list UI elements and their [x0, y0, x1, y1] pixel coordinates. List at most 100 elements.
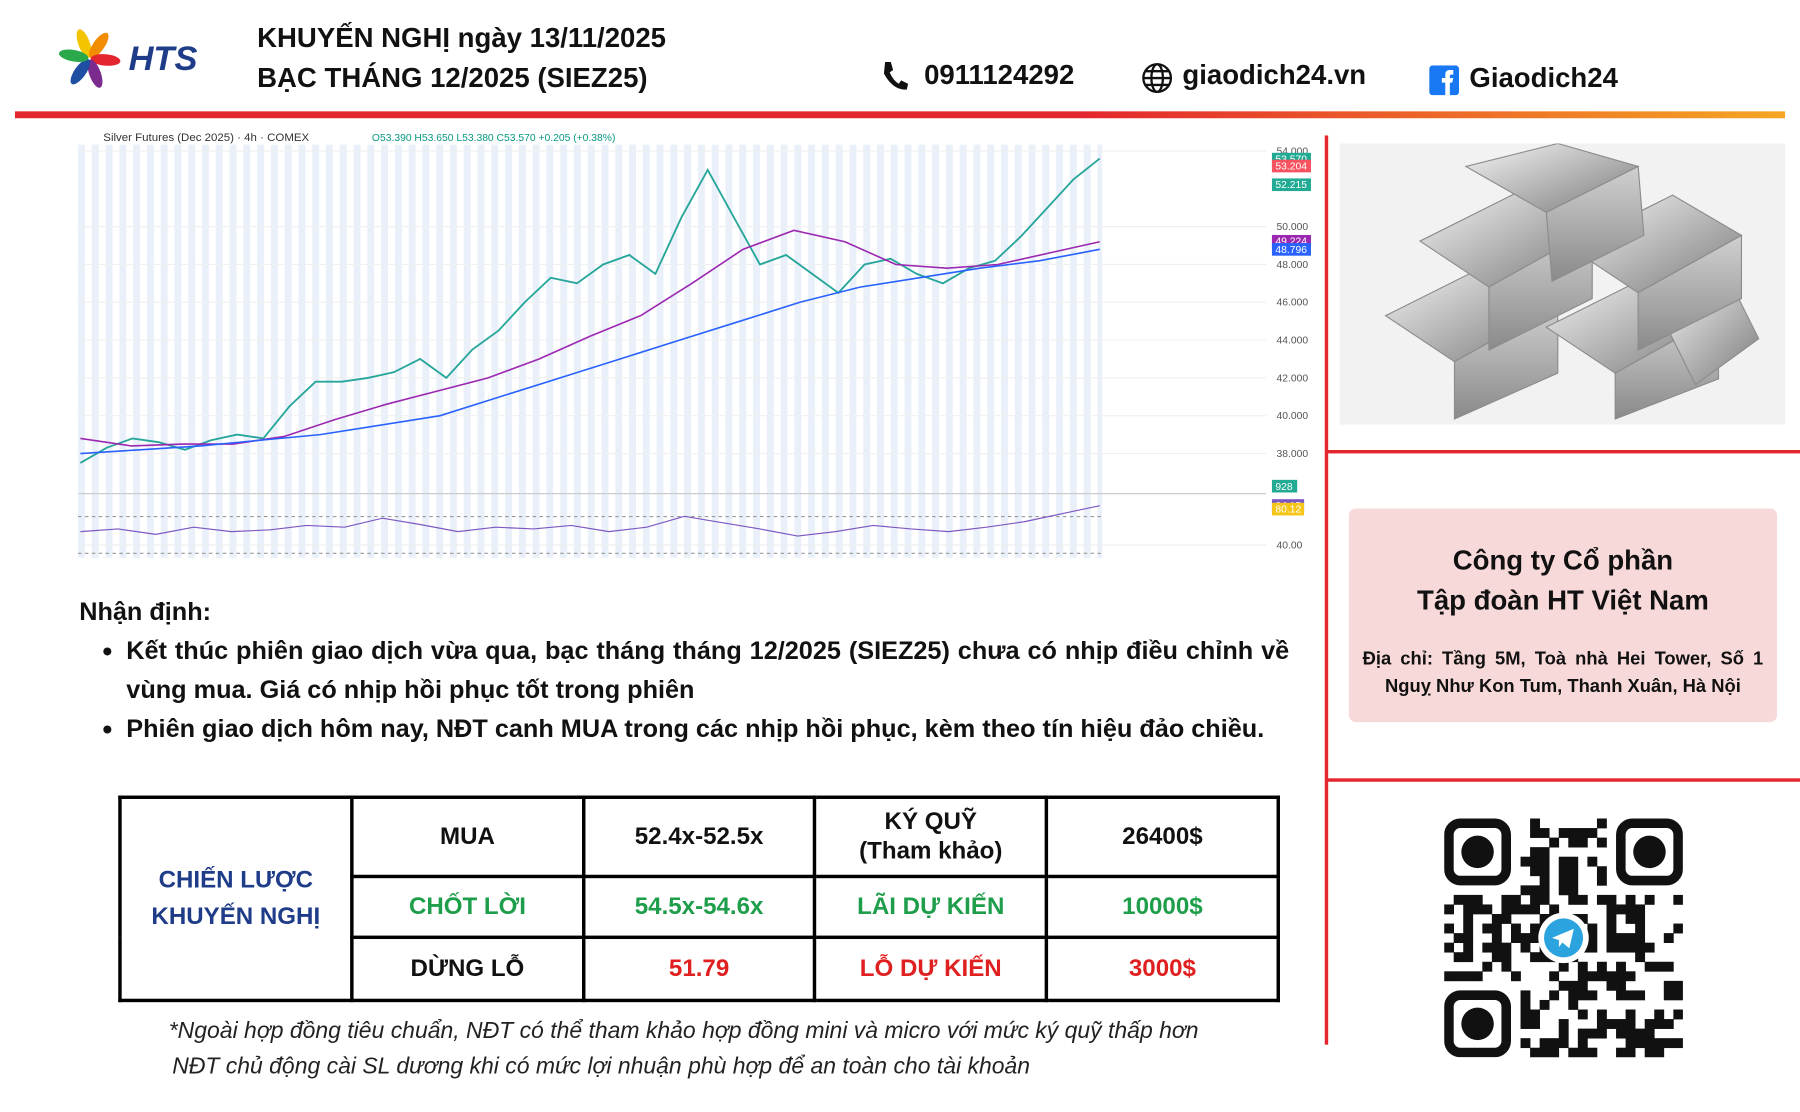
qr-module: [1616, 1019, 1626, 1029]
qr-module: [1673, 1009, 1683, 1020]
qr-module: [1530, 923, 1540, 934]
chart-title: Silver Futures (Dec 2025) · 4h · COMEX: [103, 132, 309, 144]
qr-module: [1472, 894, 1483, 905]
qr-module: [1625, 971, 1636, 982]
qr-module: [1635, 952, 1646, 963]
qr-module: [1673, 990, 1683, 1001]
qr-module: [1568, 875, 1579, 886]
qr-logo-plane: [1552, 928, 1574, 949]
qr-module: [1472, 971, 1483, 982]
qr-module: [1558, 866, 1569, 877]
qr-module: [1663, 933, 1674, 944]
qr-module: [1635, 914, 1646, 924]
price-tag-label: 49.224: [1275, 237, 1307, 248]
bullet: Phiên giao dịch hôm nay, NĐT canh MUA tr…: [126, 709, 1289, 748]
qr-module: [1625, 914, 1636, 924]
qr-module: [1616, 971, 1626, 982]
qr-module: [1587, 856, 1598, 867]
qr-module: [1520, 885, 1531, 896]
qr-module: [1539, 914, 1550, 924]
qr-module: [1577, 971, 1588, 982]
qr-module: [1520, 990, 1531, 1001]
price-tag-label: 48.796: [1275, 245, 1307, 256]
strategy-table: CHIẾN LƯỢC KHUYẾN NGHỊ MUA 52.4x-52.5x K…: [118, 795, 1280, 1003]
qr-module: [1530, 952, 1540, 963]
globe-icon: [1142, 63, 1173, 93]
qr-module: [1577, 828, 1588, 838]
y-tick-label: 46.000: [1277, 298, 1309, 309]
session-stripes: [78, 144, 1103, 558]
qr-module: [1577, 1028, 1588, 1039]
qr-finder: [1444, 818, 1511, 886]
qr-module: [1491, 952, 1502, 963]
qr-module: [1644, 1038, 1655, 1049]
qr-module: [1444, 904, 1455, 915]
qr-module: [1568, 999, 1579, 1010]
rsi-line: [80, 505, 1100, 537]
qr-module: [1539, 866, 1550, 877]
price-line: [79, 157, 1101, 464]
qr-module: [1616, 980, 1626, 991]
qr-module: [1530, 818, 1540, 829]
qr-module: [1463, 894, 1474, 905]
qr-module: [1596, 971, 1607, 982]
cell: MUA: [349, 795, 585, 879]
qr-module: [1587, 828, 1598, 838]
qr-module: [1568, 856, 1579, 867]
qr-module: [1577, 961, 1588, 972]
qr-module: [1530, 1009, 1540, 1020]
cell: 52.4x-52.5x: [581, 795, 817, 879]
qr-module: [1491, 942, 1502, 953]
qr-module: [1663, 1019, 1674, 1029]
qr-module: [1606, 904, 1617, 915]
cell: KÝ QUỸ (Tham khảo): [813, 795, 1049, 879]
qr-module: [1453, 933, 1464, 944]
qr-module: [1577, 980, 1588, 991]
qr-module: [1654, 1047, 1665, 1058]
qr-module: [1644, 1028, 1655, 1039]
qr-module: [1549, 971, 1560, 982]
qr-module: [1539, 885, 1550, 896]
qr-module: [1530, 828, 1540, 838]
qr-module: [1644, 894, 1655, 905]
price-line: [80, 248, 1100, 455]
qr-module: [1625, 1019, 1636, 1029]
price-tag: [1271, 243, 1311, 256]
price-chart: Silver Futures (Dec 2025) · 4h · COMEX O…: [78, 126, 1313, 563]
qr-module: [1444, 942, 1455, 953]
qr-module: [1510, 933, 1521, 944]
qr-module: [1577, 914, 1588, 924]
qr-module: [1530, 856, 1540, 867]
logo-text: HTS: [129, 40, 198, 78]
qr-module: [1453, 971, 1464, 982]
y-tick-label: 40.000: [1277, 411, 1309, 422]
cell: 51.79: [581, 935, 817, 1003]
qr-module: [1539, 856, 1550, 867]
qr-module: [1501, 904, 1512, 915]
qr-module: [1596, 837, 1607, 848]
qr-module: [1530, 933, 1540, 944]
qr-module: [1539, 894, 1550, 905]
y-tick-label: 42.000: [1277, 373, 1309, 384]
qr-module: [1587, 990, 1598, 1001]
qr-module: [1558, 1038, 1569, 1049]
qr-module: [1673, 1038, 1683, 1049]
qr-module: [1673, 894, 1683, 905]
website: giaodich24.vn: [1182, 59, 1367, 91]
qr-module: [1491, 923, 1502, 934]
cell: DỪNG LỖ: [349, 935, 585, 1003]
volume-tag: [1271, 479, 1298, 493]
qr-module: [1635, 1038, 1646, 1049]
qr-module: [1596, 875, 1607, 886]
company-box: Công ty Cổ phần Tập đoàn HT Việt Nam Địa…: [1348, 508, 1778, 723]
qr-module: [1635, 904, 1646, 915]
qr-module: [1606, 980, 1617, 991]
qr-module: [1520, 1019, 1531, 1029]
qr-module: [1539, 875, 1550, 886]
qr-module: [1539, 1038, 1550, 1049]
qr-module: [1520, 942, 1531, 953]
qr-module: [1596, 866, 1607, 877]
qr-module: [1558, 856, 1569, 867]
qr-module: [1463, 971, 1474, 982]
